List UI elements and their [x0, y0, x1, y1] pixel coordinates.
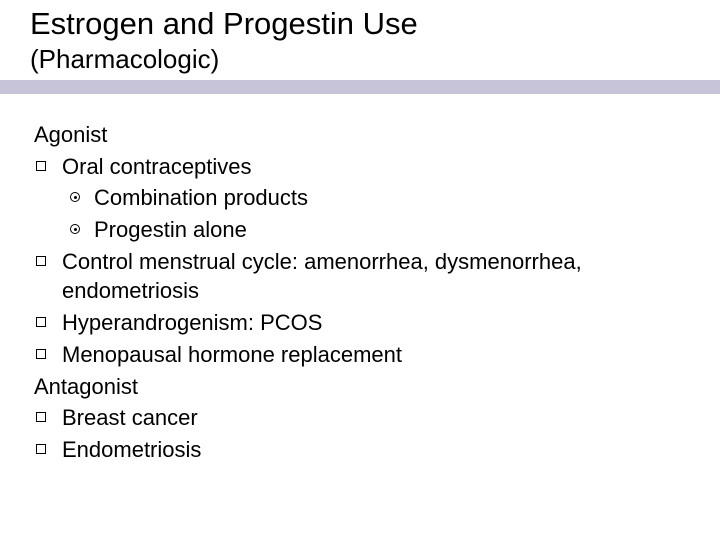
bullet-control-menstrual: Control menstrual cycle: amenorrhea, dys… — [34, 247, 690, 306]
bullet-breast-cancer: Breast cancer — [34, 403, 690, 433]
slide-title: Estrogen and Progestin Use — [30, 6, 418, 42]
subbullet-progestin-alone: Progestin alone — [34, 215, 690, 245]
bullet-hyperandrogenism: Hyperandrogenism: PCOS — [34, 308, 690, 338]
subbullet-combination-products: Combination products — [34, 183, 690, 213]
section-heading-agonist: Agonist — [34, 120, 690, 150]
bullet-oral-contraceptives: Oral contraceptives — [34, 152, 690, 182]
slide-body: Agonist Oral contraceptives Combination … — [34, 120, 690, 467]
bullet-menopausal-hrt: Menopausal hormone replacement — [34, 340, 690, 370]
section-heading-antagonist: Antagonist — [34, 372, 690, 402]
bullet-endometriosis: Endometriosis — [34, 435, 690, 465]
title-underline-bar — [0, 80, 720, 94]
slide-subtitle: (Pharmacologic) — [30, 44, 219, 75]
